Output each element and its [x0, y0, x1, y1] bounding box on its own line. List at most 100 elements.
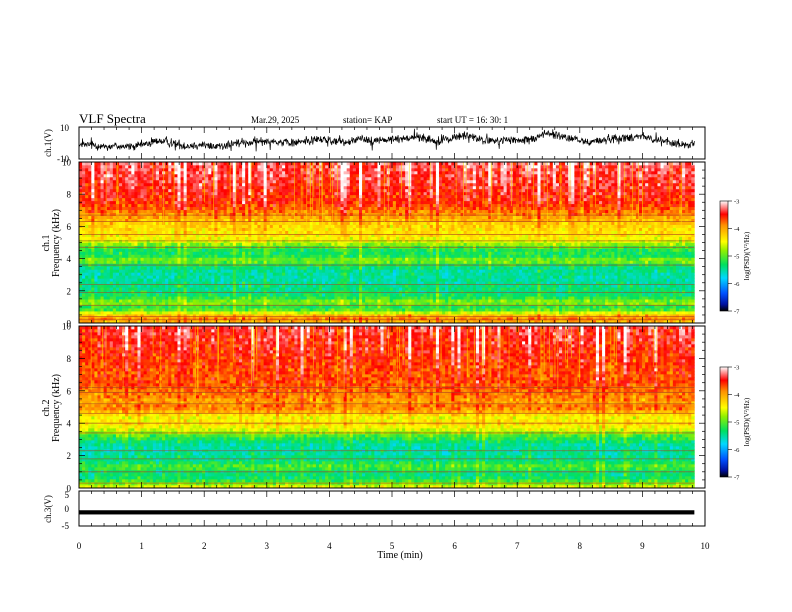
spectrogram-cell: [131, 311, 134, 314]
spectrogram-cell: [174, 269, 177, 272]
spectrogram-cell: [630, 278, 633, 281]
spectrogram-cell: [291, 269, 294, 272]
spectrogram-cell: [448, 260, 451, 263]
spectrogram-cell: [550, 296, 553, 299]
spectrogram-cell: [651, 254, 654, 257]
spectrogram-cell: [227, 278, 230, 281]
spectrogram-cell: [236, 308, 239, 311]
spectrogram-cell: [436, 269, 439, 272]
spectrogram-cell: [587, 293, 590, 296]
spectrogram-cell: [470, 299, 473, 302]
spectrogram-cell: [242, 257, 245, 260]
spectrogram-cell: [365, 251, 368, 254]
spectrogram-cell: [590, 275, 593, 278]
spectrogram-cell: [599, 311, 602, 314]
spectrogram-cell: [144, 293, 147, 296]
spectrogram-cell: [371, 299, 374, 302]
spectrogram-cell: [664, 257, 667, 260]
spectrogram-cell: [534, 257, 537, 260]
spectrogram-cell: [605, 296, 608, 299]
spectrogram-cell: [325, 272, 328, 275]
spectrogram-cell: [470, 275, 473, 278]
spectrogram-cell: [248, 296, 251, 299]
spectrogram-cell: [208, 278, 211, 281]
spectrogram-cell: [399, 275, 402, 278]
spectrogram-cell: [454, 251, 457, 254]
spectrogram-cell: [614, 254, 617, 257]
spectrogram-cell: [264, 290, 267, 293]
spectrogram-cell: [190, 299, 193, 302]
spectrogram-cell: [322, 254, 325, 257]
spectrogram-cell: [316, 251, 319, 254]
spectrogram-cell: [110, 299, 113, 302]
spectrogram-cell: [513, 254, 516, 257]
spectrogram-cell: [261, 254, 264, 257]
spectrogram-cell: [107, 275, 110, 278]
spectrogram-cell: [104, 311, 107, 314]
spectrogram-cell: [227, 296, 230, 299]
spectrogram-cell: [85, 311, 88, 314]
spectrogram-cell: [448, 290, 451, 293]
spectrogram-cell: [571, 293, 574, 296]
spectrogram-cell: [504, 257, 507, 260]
spectrogram-cell: [368, 275, 371, 278]
spectrogram-cell: [682, 272, 685, 275]
spectrogram-cell: [101, 296, 104, 299]
spectrogram-cell: [162, 290, 165, 293]
spectrogram-cell: [230, 251, 233, 254]
spectrogram-cell: [162, 254, 165, 257]
spectrogram-cell: [617, 269, 620, 272]
spectrogram-cell: [254, 311, 257, 314]
spectrogram-cell: [396, 278, 399, 281]
spectrogram-cell: [279, 260, 282, 263]
ch1-wave-ylabel: ch.1(V): [43, 129, 53, 157]
spectrogram-cell: [497, 257, 500, 260]
spectrogram-cell: [417, 308, 420, 311]
spectrogram-cell: [531, 257, 534, 260]
spectrogram-cell: [334, 272, 337, 275]
spectrogram-cell: [473, 278, 476, 281]
spectrogram-cell: [217, 266, 220, 269]
spectrogram-cell: [350, 296, 353, 299]
spectrogram-cell: [131, 308, 134, 311]
spectrogram-cell: [648, 254, 651, 257]
spectrogram-cell: [230, 269, 233, 272]
spectrogram-cell: [528, 311, 531, 314]
spectrogram-cell: [584, 272, 587, 275]
spectrogram-cell: [387, 278, 390, 281]
spectrogram-cell: [159, 275, 162, 278]
spectrogram-cell: [476, 311, 479, 314]
spectrogram-cell: [522, 269, 525, 272]
spectrogram-cell: [651, 251, 654, 254]
spectrogram-cell: [254, 254, 257, 257]
spectrogram-cell: [196, 275, 199, 278]
spectrogram-cell: [257, 272, 260, 275]
spectrogram-cell: [433, 260, 436, 263]
spectrogram-cell: [513, 299, 516, 302]
spectrogram-cell: [497, 269, 500, 272]
spectrogram-cell: [267, 260, 270, 263]
spectrogram-cell: [581, 287, 584, 290]
spectrogram-cell: [239, 272, 242, 275]
spectrogram-cell: [199, 293, 202, 296]
spectrogram-cell: [602, 308, 605, 311]
spectrogram-cell: [676, 254, 679, 257]
spectrogram-cell: [325, 260, 328, 263]
spectrogram-cell: [621, 293, 624, 296]
spectrogram-cell: [454, 293, 457, 296]
spectrogram-cell: [270, 257, 273, 260]
spectrogram-cell: [602, 278, 605, 281]
spectrogram-cell: [427, 311, 430, 314]
spectrogram-cell: [365, 287, 368, 290]
spectrogram-cell: [165, 257, 168, 260]
spectrogram-cell: [488, 272, 491, 275]
spectrogram-cell: [494, 257, 497, 260]
spectrogram-cell: [602, 299, 605, 302]
spectrogram-cell: [110, 251, 113, 254]
spectrogram-cell: [347, 299, 350, 302]
spectrogram-cell: [627, 296, 630, 299]
spectrogram-cell: [439, 266, 442, 269]
spectrogram-cell: [221, 275, 224, 278]
spectrogram-cell: [454, 308, 457, 311]
spectrogram-cell: [657, 308, 660, 311]
